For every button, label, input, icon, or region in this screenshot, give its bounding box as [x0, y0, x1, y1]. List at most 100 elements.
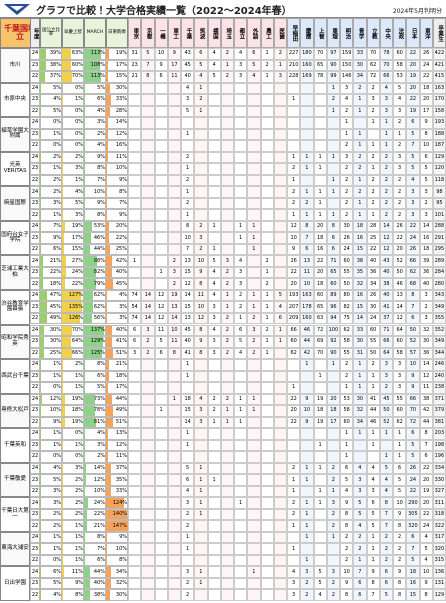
count-cell [273, 347, 287, 360]
year: 23 [30, 232, 40, 244]
count-cell: 2 [379, 163, 393, 175]
university-header: 一橋 [154, 18, 168, 48]
count-cell [260, 428, 274, 440]
count-cell: 4 [379, 474, 393, 486]
count-cell [167, 232, 181, 244]
ratio-label: 6% [53, 246, 61, 253]
count-cell: 4 [419, 531, 433, 544]
ratio-bar [40, 267, 44, 278]
ratio-cell [62, 508, 84, 521]
year: 24 [30, 359, 40, 371]
count-cell [194, 117, 208, 129]
year: 24 [30, 255, 40, 267]
ratio-label: 66% [71, 349, 83, 356]
ratio-label: 62% [93, 303, 105, 310]
count-cell [128, 577, 142, 590]
count-cell: 3 [273, 71, 287, 83]
ratio-label: 6% [97, 372, 105, 379]
count-cell: 355 [432, 312, 446, 325]
count-cell: 1 [260, 347, 274, 360]
count-cell [220, 485, 234, 498]
count-cell [141, 566, 155, 578]
count-cell: 9 [366, 566, 380, 578]
count-cell: 1 [379, 428, 393, 440]
count-cell [220, 105, 234, 118]
count-cell [194, 186, 208, 198]
ratio-label: 3% [75, 165, 83, 172]
count-cell: 6 [406, 312, 420, 325]
count-cell: 1 [393, 128, 407, 141]
count-cell [220, 82, 234, 95]
count-cell: 41 [379, 301, 393, 313]
count-cell [273, 82, 287, 95]
ratio-label: 12% [49, 395, 61, 402]
year: 22 [30, 209, 40, 221]
count-cell [220, 497, 234, 509]
count-cell: 2 [300, 197, 314, 210]
count-cell [128, 382, 142, 394]
count-cell: 60 [340, 416, 354, 429]
count-cell [260, 128, 274, 141]
count-cell [300, 117, 314, 129]
count-cell [247, 416, 261, 429]
count-cell [326, 128, 340, 141]
count-cell [273, 566, 287, 578]
count-cell: 15 [353, 301, 367, 313]
count-cell: 1 [366, 554, 380, 567]
ratio-bar [62, 302, 82, 312]
count-cell [167, 128, 181, 141]
count-cell [247, 255, 261, 267]
count-cell [207, 566, 221, 578]
count-cell: 2 [194, 94, 208, 106]
count-cell [128, 485, 142, 498]
ratio-label: 6% [97, 557, 105, 564]
year: 23 [30, 59, 40, 72]
count-cell [167, 589, 181, 601]
year: 22 [30, 243, 40, 256]
count-cell [313, 117, 327, 129]
ratio-bar [84, 221, 92, 232]
count-cell: 2 [366, 151, 380, 164]
count-cell: 44 [366, 405, 380, 417]
ratio-label: 6% [97, 96, 105, 103]
count-cell: 4 [379, 82, 393, 95]
ratio-bar [106, 267, 112, 278]
count-cell: 3 [379, 94, 393, 106]
ratio-bar [40, 406, 42, 416]
count-cell [366, 451, 380, 463]
count-cell [220, 566, 234, 578]
ratio-bar [84, 337, 103, 347]
count-cell [353, 451, 367, 463]
count-cell: 10 [419, 140, 433, 152]
ratio-label: 46% [93, 234, 105, 241]
count-cell: 289 [432, 255, 446, 267]
count-cell: 160 [300, 312, 314, 325]
ratio-label: 1% [53, 441, 61, 448]
count-cell [167, 105, 181, 118]
count-cell: 4 [181, 485, 195, 498]
count-cell [273, 451, 287, 463]
ratio-bar [84, 475, 86, 485]
count-cell: 20 [406, 59, 420, 72]
count-cell [167, 474, 181, 486]
count-cell: 3 [234, 278, 248, 290]
count-cell: 6 [128, 336, 142, 348]
count-cell: 3 [379, 105, 393, 118]
count-cell [260, 382, 274, 394]
count-cell: 50 [379, 405, 393, 417]
count-cell [128, 543, 142, 555]
ratio-label: 44% [93, 568, 105, 575]
count-cell: 1 [260, 266, 274, 279]
count-cell [273, 405, 287, 417]
count-cell [167, 566, 181, 578]
ratio-bar [84, 152, 86, 163]
count-cell: 66 [406, 393, 420, 406]
count-cell [260, 405, 274, 417]
count-cell [194, 554, 208, 567]
count-cell: 22 [287, 416, 301, 429]
count-cell [220, 554, 234, 567]
ratio-bar [40, 95, 41, 105]
count-cell: 9 [154, 59, 168, 72]
count-cell: 2 [260, 59, 274, 72]
count-cell: 78 [379, 48, 393, 60]
